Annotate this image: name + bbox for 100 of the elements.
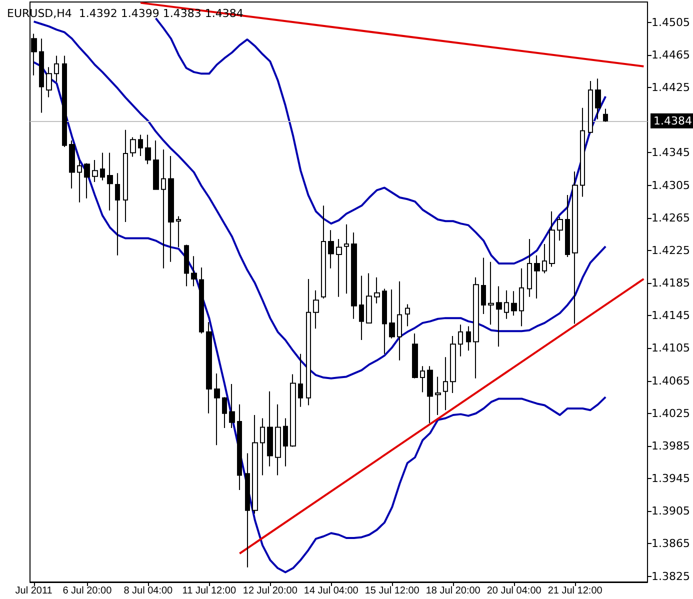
x-tick-label: 15 Jul 12:00 — [364, 586, 420, 596]
y-tick-label: 1.4425 — [652, 81, 690, 94]
candlestick — [496, 286, 502, 348]
candlestick — [397, 280, 402, 361]
candlestick — [549, 210, 555, 268]
candlestick — [389, 289, 395, 339]
candlestick — [69, 140, 75, 190]
candlestick — [420, 366, 425, 393]
candlestick — [123, 129, 128, 222]
candlestick — [252, 414, 258, 514]
candlestick — [62, 55, 67, 148]
candlestick — [405, 304, 410, 327]
candlestick — [84, 162, 90, 199]
x-tick-label: 14 Jul 04:00 — [304, 586, 359, 596]
candlestick — [351, 232, 357, 320]
candlestick — [130, 136, 136, 158]
candlestick — [572, 170, 578, 324]
y-tick-label: 1.4145 — [652, 309, 690, 322]
candlestick — [580, 107, 585, 198]
candlestick — [450, 335, 456, 394]
candlestick — [115, 172, 120, 256]
x-tick-label: Jul 2011 — [15, 586, 53, 596]
x-tick-label: 6 Jul 20:00 — [62, 586, 112, 596]
candlestick — [534, 254, 540, 300]
y-tick-label: 1.3865 — [652, 537, 690, 550]
candlestick — [39, 38, 44, 114]
ref-line-label: 1.4384 — [654, 114, 692, 128]
candlestick — [237, 404, 242, 490]
candlestick — [374, 276, 380, 304]
y-tick-label: 1.3825 — [652, 570, 690, 583]
candlestick — [344, 224, 349, 294]
x-tick-label: 21 Jul 12:00 — [548, 586, 603, 596]
candlestick — [336, 238, 342, 298]
candlestick — [77, 160, 82, 203]
candlestick — [107, 152, 113, 212]
candlestick — [488, 261, 494, 326]
candlestick — [466, 326, 471, 352]
candlestick — [313, 290, 319, 330]
candlestick — [92, 160, 98, 183]
candlestick — [527, 238, 532, 298]
y-tick-label: 1.4505 — [652, 16, 690, 29]
candlestick — [542, 243, 547, 274]
candlestick — [443, 356, 448, 411]
candlestick — [603, 108, 608, 122]
line-series — [32, 61, 607, 574]
y-tick-label: 1.4225 — [652, 244, 690, 257]
candlestick — [557, 216, 563, 242]
candlestick — [153, 140, 159, 190]
candlestick — [473, 276, 479, 379]
y-tick-label: 1.4105 — [652, 342, 690, 355]
candlestick — [511, 290, 517, 316]
candlestick — [275, 404, 281, 476]
x-tick-label: 18 Jul 20:00 — [426, 586, 481, 596]
y-tick-label: 1.4305 — [652, 178, 690, 192]
candlestick — [100, 152, 105, 181]
candlestick — [427, 366, 433, 424]
candlestick — [283, 418, 288, 467]
y-tick-label: 1.4345 — [652, 146, 690, 160]
candlestick — [321, 205, 326, 300]
y-tick-label: 1.4025 — [652, 406, 690, 420]
candlestick — [359, 275, 364, 341]
y-tick-label: 1.4465 — [652, 48, 690, 62]
candlestick — [161, 148, 166, 269]
y-tick-label: 1.4185 — [652, 276, 690, 290]
candlestick — [328, 230, 334, 269]
candlestick — [46, 66, 52, 98]
x-tick-label: 8 Jul 04:00 — [124, 586, 174, 596]
candlestick — [298, 353, 303, 408]
candlestick — [306, 278, 311, 406]
line-series — [32, 20, 607, 380]
candlestick — [145, 134, 151, 165]
x-tick-label: 11 Jul 12:00 — [182, 586, 236, 596]
candlestick — [366, 272, 372, 324]
candlestick — [245, 452, 250, 568]
line-series — [154, 17, 607, 264]
candlestick — [54, 55, 59, 82]
candlestick — [588, 80, 593, 134]
candlestick — [222, 396, 227, 429]
candlestick — [214, 372, 220, 446]
candlestick — [191, 256, 197, 287]
candlestick — [458, 324, 463, 357]
candlestick — [260, 418, 265, 476]
y-tick-label: 1.3945 — [652, 472, 690, 486]
candlestick — [481, 257, 486, 314]
y-tick-label: 1.4265 — [652, 211, 690, 224]
candlestick — [176, 216, 181, 248]
y-tick-label: 1.3905 — [652, 504, 690, 518]
y-tick-label: 1.3985 — [652, 439, 690, 452]
candlestick — [138, 134, 143, 156]
candlestick — [595, 78, 601, 120]
candlestick — [168, 155, 174, 262]
candlestick — [290, 374, 296, 448]
x-tick-label: 20 Jul 04:00 — [486, 586, 542, 596]
candlestick — [199, 267, 204, 334]
y-tick-label: 1.4065 — [652, 374, 690, 388]
candlestick — [229, 384, 235, 429]
candlestick — [519, 268, 524, 327]
candlestick — [267, 390, 273, 467]
x-tick-label: 12 Jul 20:00 — [242, 586, 298, 596]
candlestick — [412, 333, 418, 379]
